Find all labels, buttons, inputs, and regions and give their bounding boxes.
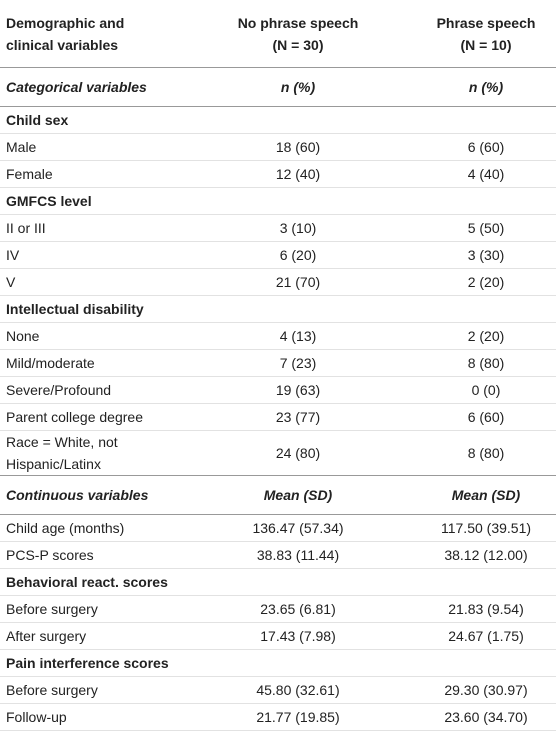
value-cell: 5 (50) (416, 214, 556, 242)
label-cell: Before surgery (0, 595, 180, 623)
group-row: Categorical variables n (%) n (%) (0, 67, 556, 107)
data-row: IV 6 (20) 3 (30) (0, 241, 556, 269)
label-cell: Follow-up (0, 703, 180, 731)
data-row: Before surgery 45.80 (32.61) 29.30 (30.97) (0, 676, 556, 704)
value-cell: 24.67 (1.75) (416, 622, 556, 650)
label-cell: Parent college degree (0, 403, 180, 431)
data-row: Child age (months) 136.47 (57.34) 117.50 (… (0, 514, 556, 542)
value-cell: 23.65 (6.81) (180, 595, 416, 623)
value-cell: 8 (80) (416, 349, 556, 377)
value-cell: 45.80 (32.61) (180, 676, 416, 704)
data-table: Demographic and clinical variables No phra… (0, 0, 556, 731)
label-cell: Male (0, 133, 180, 161)
data-row: PCS-P scores 38.83 (11.44) 38.12 (12.00) (0, 541, 556, 569)
value-cell: 18 (60) (180, 133, 416, 161)
header-cell: Demographic and clinical variables (0, 0, 180, 68)
value-cell: 8 (80) (416, 430, 556, 476)
label-cell: After surgery (0, 622, 180, 650)
value-cell: 21.83 (9.54) (416, 595, 556, 623)
group-row: Continuous variables Mean (SD) Mean (SD) (0, 475, 556, 515)
value-cell: 24 (80) (180, 430, 416, 476)
header-cell: Phrase speech (N = 10) (416, 0, 556, 68)
value-cell: 117.50 (39.51) (416, 514, 556, 542)
header-text: Demographic and (6, 14, 125, 31)
section-row: Intellectual disability (0, 295, 556, 323)
data-row: Parent college degree 23 (77) 6 (60) (0, 403, 556, 431)
value-cell: 136.47 (57.34) (180, 514, 416, 542)
label-cell: Mild/moderate (0, 349, 180, 377)
value-cell: 21.77 (19.85) (180, 703, 416, 731)
section-label: Behavioral react. scores (0, 568, 556, 596)
label-cell: PCS-P scores (0, 541, 180, 569)
value-cell: 6 (60) (416, 133, 556, 161)
label-cell: II or III (0, 214, 180, 242)
label-cell: Race = White, not Hispanic/Latinx (0, 430, 180, 476)
value-cell: Mean (SD) (180, 475, 416, 515)
data-row: Race = White, not Hispanic/Latinx 24 (80)… (0, 430, 556, 476)
label-cell: V (0, 268, 180, 296)
data-row: None 4 (13) 2 (20) (0, 322, 556, 350)
section-label: Child sex (0, 106, 556, 134)
value-cell: 3 (30) (416, 241, 556, 269)
label-cell: Continuous variables (0, 475, 180, 515)
value-cell: 0 (0) (416, 376, 556, 404)
label-cell: None (0, 322, 180, 350)
value-cell: 21 (70) (180, 268, 416, 296)
value-cell: 3 (10) (180, 214, 416, 242)
value-cell: 12 (40) (180, 160, 416, 188)
header-cell: No phrase speech (N = 30) (180, 0, 416, 68)
header-text: Phrase speech (436, 14, 536, 31)
section-row: GMFCS level (0, 187, 556, 215)
value-cell: 4 (40) (416, 160, 556, 188)
value-cell: n (%) (180, 67, 416, 107)
data-row: Follow-up 21.77 (19.85) 23.60 (34.70) (0, 703, 556, 731)
section-row: Pain interference scores (0, 649, 556, 677)
value-cell: 2 (20) (416, 322, 556, 350)
value-cell: 19 (63) (180, 376, 416, 404)
value-cell: 4 (13) (180, 322, 416, 350)
header-row: Demographic and clinical variables No phra… (0, 0, 556, 68)
value-cell: 38.12 (12.00) (416, 541, 556, 569)
data-row: Female 12 (40) 4 (40) (0, 160, 556, 188)
data-row: After surgery 17.43 (7.98) 24.67 (1.75) (0, 622, 556, 650)
data-row: Before surgery 23.65 (6.81) 21.83 (9.54) (0, 595, 556, 623)
value-cell: 17.43 (7.98) (180, 622, 416, 650)
section-label: GMFCS level (0, 187, 556, 215)
label-cell: Child age (months) (0, 514, 180, 542)
header-text: clinical variables (6, 36, 119, 53)
header-text: (N = 10) (460, 36, 512, 53)
data-row: Severe/Profound 19 (63) 0 (0) (0, 376, 556, 404)
header-text: (N = 30) (272, 36, 324, 53)
label-cell: Before surgery (0, 676, 180, 704)
value-cell: 23.60 (34.70) (416, 703, 556, 731)
value-cell: 29.30 (30.97) (416, 676, 556, 704)
value-cell: 7 (23) (180, 349, 416, 377)
data-row: II or III 3 (10) 5 (50) (0, 214, 556, 242)
label-cell: Categorical variables (0, 67, 180, 107)
value-cell: 38.83 (11.44) (180, 541, 416, 569)
value-cell: 6 (60) (416, 403, 556, 431)
section-row: Child sex (0, 106, 556, 134)
section-label: Intellectual disability (0, 295, 556, 323)
section-row: Behavioral react. scores (0, 568, 556, 596)
label-cell: Female (0, 160, 180, 188)
header-text: No phrase speech (237, 14, 359, 31)
value-cell: Mean (SD) (416, 475, 556, 515)
section-label: Pain interference scores (0, 649, 556, 677)
value-cell: 2 (20) (416, 268, 556, 296)
data-row: V 21 (70) 2 (20) (0, 268, 556, 296)
table-body: Categorical variables n (%) n (%) Child sex… (0, 67, 556, 731)
data-row: Male 18 (60) 6 (60) (0, 133, 556, 161)
label-cell: IV (0, 241, 180, 269)
value-cell: 23 (77) (180, 403, 416, 431)
value-cell: 6 (20) (180, 241, 416, 269)
value-cell: n (%) (416, 67, 556, 107)
data-row: Mild/moderate 7 (23) 8 (80) (0, 349, 556, 377)
label-cell: Severe/Profound (0, 376, 180, 404)
table-header: Demographic and clinical variables No phra… (0, 0, 556, 68)
